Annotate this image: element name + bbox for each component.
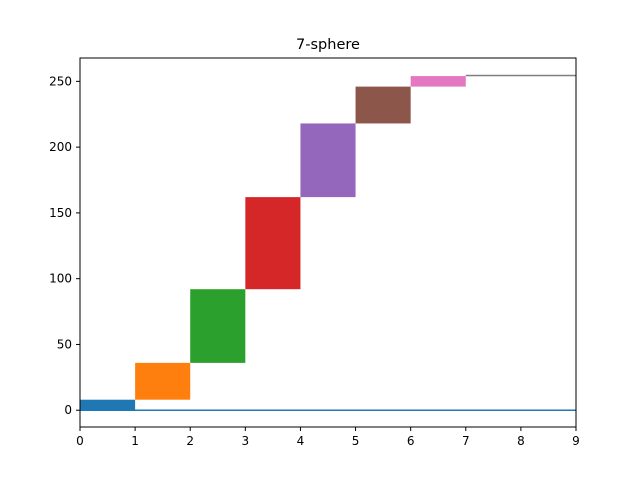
x-tick-label-2: 2 (186, 434, 194, 448)
x-tick-label-8: 8 (517, 434, 525, 448)
bar-6 (410, 76, 466, 87)
chart-title: 7-sphere (296, 37, 360, 53)
x-tick-label-6: 6 (407, 434, 415, 448)
x-tick-label-3: 3 (242, 434, 250, 448)
axes-frame (79, 57, 577, 428)
y-axis: 0 50 100 150 200 250 (49, 74, 80, 417)
bar-2 (190, 289, 246, 363)
y-tick-label-200: 200 (49, 140, 72, 154)
bar-4 (300, 123, 356, 198)
plot-area (80, 74, 576, 411)
x-tick-label-1: 1 (131, 434, 139, 448)
bar-0 (80, 399, 136, 411)
y-tick-label-250: 250 (49, 74, 72, 88)
bar-3 (245, 197, 301, 290)
y-tick-label-50: 50 (57, 337, 72, 351)
y-tick-label-100: 100 (49, 272, 72, 286)
x-tick-label-5: 5 (352, 434, 360, 448)
x-tick-label-9: 9 (572, 434, 580, 448)
x-axis: 0 1 2 3 4 5 6 7 8 9 (76, 427, 580, 448)
bar-1 (135, 362, 191, 400)
y-tick-label-150: 150 (49, 206, 72, 220)
x-tick-label-0: 0 (76, 434, 84, 448)
bar-5 (355, 86, 411, 124)
bar-7 (465, 74, 576, 77)
x-tick-label-4: 4 (297, 434, 305, 448)
y-tick-label-0: 0 (64, 403, 72, 417)
x-tick-label-7: 7 (462, 434, 470, 448)
